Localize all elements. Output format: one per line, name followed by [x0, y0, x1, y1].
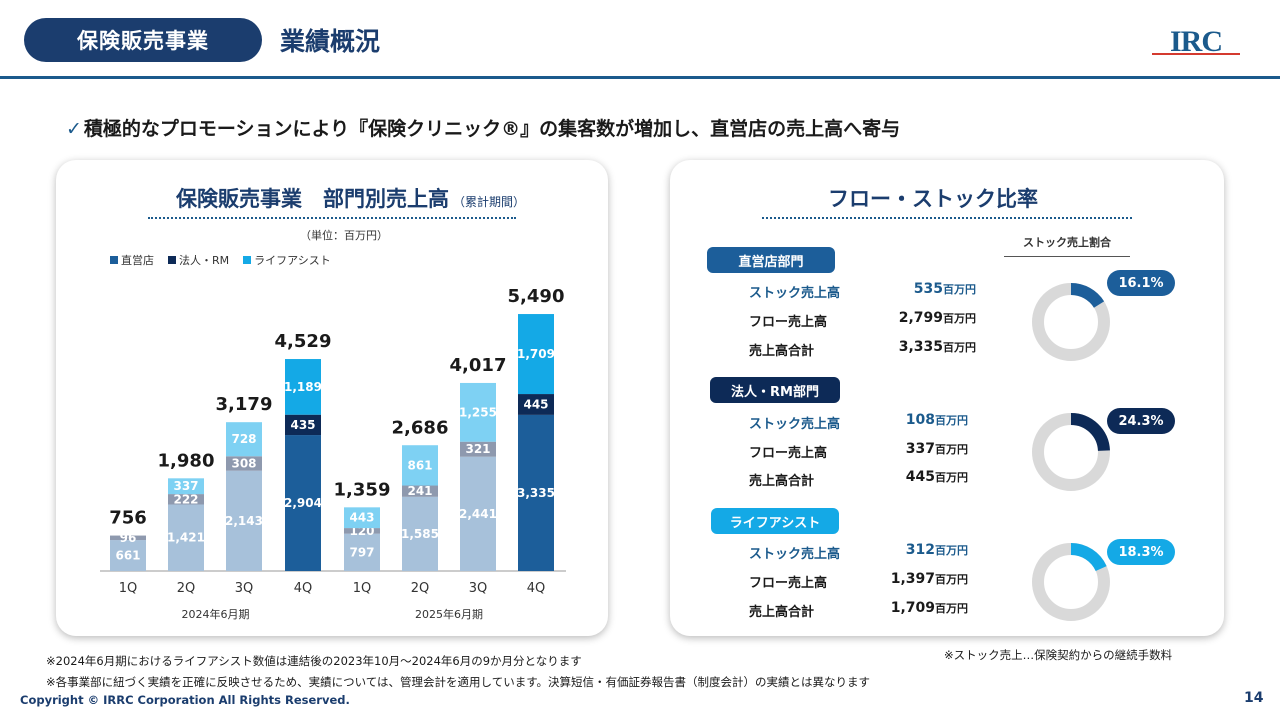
- ratio-title-rule: [762, 217, 1132, 219]
- dept-label-direct: 直営店部門: [707, 247, 835, 273]
- flow-sales-label: フロー売上高: [749, 446, 828, 461]
- stock-sales-value: 535百万円: [913, 281, 976, 297]
- stock-ratio-header: ストック売上割合: [1004, 234, 1130, 257]
- stock-ratio-badge: 16.1%: [1107, 270, 1175, 296]
- header-rule: [0, 76, 1280, 79]
- section-badge: 保険販売事業: [24, 18, 262, 62]
- ratio-title: フロー・ストック比率: [828, 187, 1038, 211]
- legend-item-life: ライフアシスト: [243, 252, 331, 268]
- flow-sales-value: 1,397百万円: [890, 571, 968, 587]
- chart-title: 保険販売事業 部門別売上高 （累計期間）: [176, 183, 525, 213]
- stock-ratio-donut: [1032, 283, 1110, 361]
- flow-sales-label: フロー売上高: [749, 315, 828, 330]
- stock-definition-note: ※ストック売上…保険契約からの継続手数料: [944, 648, 1173, 662]
- footnote: ※各事業部に紐づく実績を正確に反映させるため、実績については、管理会計を適用して…: [46, 675, 871, 689]
- stock-sales-label: ストック売上高: [749, 417, 841, 432]
- stock-ratio-donut: [1032, 543, 1110, 621]
- sales-by-division-panel: [56, 160, 608, 636]
- total-sales-value: 445百万円: [905, 469, 968, 485]
- dept-label-life-assist: ライフアシスト: [711, 508, 839, 534]
- total-sales-value: 1,709百万円: [890, 600, 968, 616]
- company-logo-text: IRC: [1170, 25, 1222, 58]
- total-sales-label: 売上高合計: [749, 474, 815, 489]
- legend-swatch: [168, 256, 176, 264]
- stock-ratio-badge: 24.3%: [1107, 408, 1175, 434]
- donut-stock-arc: [1032, 283, 1110, 361]
- legend-item-corporate: 法人・RM: [168, 252, 229, 268]
- stock-ratio-donut: [1032, 413, 1110, 491]
- stock-ratio-badge: 18.3%: [1107, 539, 1175, 565]
- flow-sales-label: フロー売上高: [749, 576, 828, 591]
- company-logo: IRC: [1152, 25, 1240, 58]
- stock-sales-value: 312百万円: [905, 542, 968, 558]
- donut-stock-arc: [1032, 413, 1110, 491]
- page-title: 業績概況: [280, 27, 381, 56]
- page-number: 14: [1244, 690, 1264, 706]
- headline: ✓ 積極的なプロモーションにより『保険クリニック®』の集客数が増加し、直営店の売上…: [66, 114, 900, 141]
- stock-sales-value: 108百万円: [905, 412, 968, 428]
- legend-item-direct: 直営店: [110, 252, 154, 268]
- headline-text: 積極的なプロモーションにより『保険クリニック®』の集客数が増加し、直営店の売上高…: [83, 118, 901, 140]
- chart-title-rule: [148, 217, 516, 219]
- chart-subtitle: （累計期間）: [453, 195, 526, 209]
- checkmark-icon: ✓: [66, 118, 82, 140]
- stock-sales-label: ストック売上高: [749, 286, 841, 301]
- total-sales-value: 3,335百万円: [898, 339, 976, 355]
- flow-sales-value: 2,799百万円: [898, 310, 976, 326]
- chart-title-text: 保険販売事業 部門別売上高: [176, 187, 449, 211]
- donut-stock-arc: [1032, 543, 1110, 621]
- total-sales-label: 売上高合計: [749, 344, 815, 359]
- legend-swatch: [110, 256, 118, 264]
- chart-legend: 直営店 法人・RM ライフアシスト: [110, 252, 331, 268]
- dept-label-corporate: 法人・RM部門: [710, 377, 840, 403]
- footnote: ※2024年6月期におけるライフアシスト数値は連結後の2023年10月～2024…: [46, 654, 582, 668]
- unit-note: （単位：百万円）: [300, 229, 388, 242]
- legend-label: ライフアシスト: [254, 254, 331, 267]
- legend-label: 法人・RM: [179, 254, 230, 267]
- legend-swatch: [243, 256, 252, 264]
- copyright: Copyright © IRRC Corporation All Rights …: [20, 693, 350, 707]
- flow-sales-value: 337百万円: [905, 441, 968, 457]
- stock-sales-label: ストック売上高: [749, 547, 841, 562]
- legend-label: 直営店: [121, 254, 154, 267]
- total-sales-label: 売上高合計: [749, 605, 815, 620]
